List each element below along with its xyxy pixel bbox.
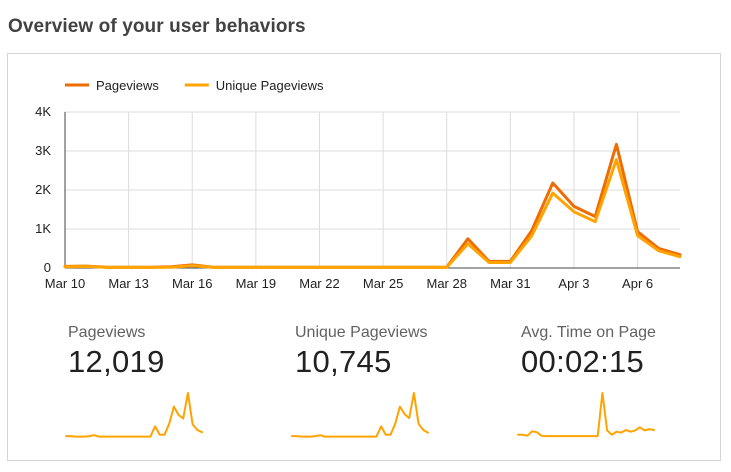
y-tick-label: 4K: [35, 104, 51, 119]
x-tick-label: Mar 22: [299, 276, 339, 291]
metric-label: Unique Pageviews: [295, 324, 428, 341]
sparkline-path: [65, 392, 203, 438]
series-line-unique-pageviews: [63, 158, 682, 269]
metric-label: Avg. Time on Page: [521, 324, 656, 341]
sparkline-avg-time-on-page: [517, 392, 655, 438]
metric-label: Pageviews: [68, 324, 146, 341]
overview-card: 0 1K 2K 3K 4K Mar 10 Mar 13 Mar 16 Mar 19 Mar 22 M…: [7, 53, 721, 461]
y-tick-label: 2K: [35, 182, 51, 197]
x-tick-label: Apr 6: [622, 276, 653, 291]
x-tick-label: Mar 13: [108, 276, 148, 291]
y-tick-label: 0: [44, 260, 51, 275]
y-tick-label: 1K: [35, 221, 51, 236]
metric-avg-time-on-page: Avg. Time on Page 00:02:15: [521, 324, 656, 380]
legend-label: Pageviews: [96, 78, 159, 93]
x-tick-label: Mar 19: [236, 276, 276, 291]
legend-label: Unique Pageviews: [216, 78, 324, 93]
sparkline-path: [291, 392, 429, 438]
sparkline-path: [517, 392, 655, 438]
sparkline-pageviews: [65, 392, 203, 438]
metric-value: 10,745: [295, 344, 392, 379]
sparkline-unique-pageviews: [291, 392, 429, 438]
metric-unique-pageviews: Unique Pageviews 10,745: [295, 324, 428, 380]
x-tick-label: Mar 31: [490, 276, 530, 291]
metric-value: 12,019: [68, 344, 165, 379]
x-tick-label: Mar 16: [172, 276, 212, 291]
line-chart: 0 1K 2K 3K 4K Mar 10 Mar 13 Mar 16 Mar 19 Mar 22 M…: [35, 78, 682, 291]
y-tick-label: 3K: [35, 143, 51, 158]
page-title: Overview of your user behaviors: [8, 16, 306, 37]
x-tick-label: Mar 10: [45, 276, 85, 291]
x-tick-label: Mar 25: [363, 276, 403, 291]
metric-value: 00:02:15: [521, 344, 645, 379]
x-tick-label: Mar 28: [426, 276, 466, 291]
series-line-pageviews: [63, 142, 682, 269]
metric-pageviews: Pageviews 12,019: [68, 324, 165, 380]
x-tick-label: Apr 3: [558, 276, 589, 291]
